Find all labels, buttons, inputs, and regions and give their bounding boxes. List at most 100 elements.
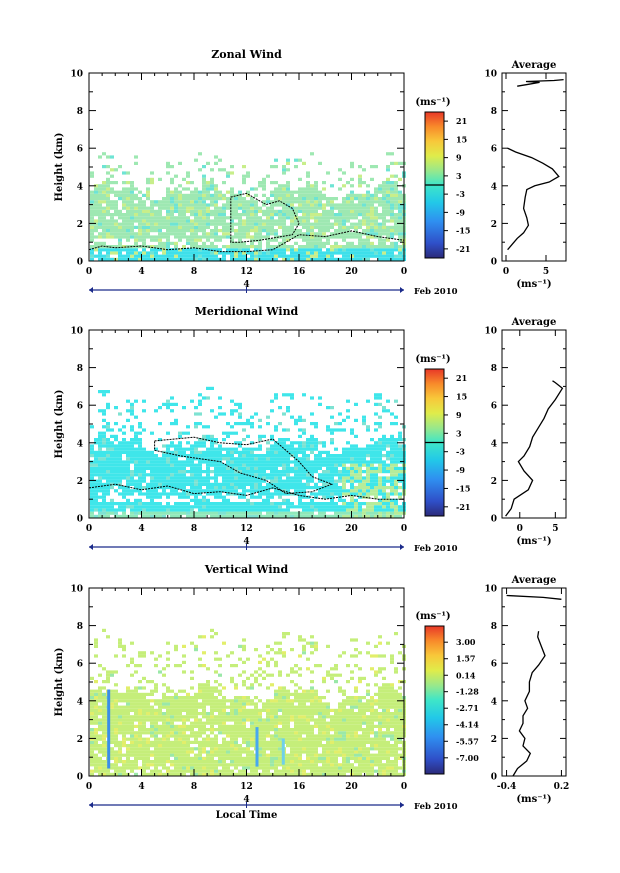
colorbar-tick-label: 9 bbox=[456, 153, 462, 163]
chart-title: Vertical Wind bbox=[204, 563, 289, 576]
avg-y-tick-label: 2 bbox=[491, 735, 497, 745]
avg-y-tick-label: 4 bbox=[491, 182, 497, 192]
avg-x-tick-label: 0.2 bbox=[554, 782, 570, 792]
avg-x-axis-label: (ms⁻¹) bbox=[516, 536, 551, 547]
date-axis-arrow-left bbox=[89, 287, 93, 293]
colorbar-tick-label: -1.28 bbox=[456, 687, 479, 697]
average-frame bbox=[501, 329, 567, 519]
date-marker: 4 bbox=[243, 795, 249, 805]
x-tick-label: 4 bbox=[138, 524, 144, 534]
colorbar-tick-label: -5.57 bbox=[456, 736, 479, 746]
colorbar-unit: (ms⁻¹) bbox=[415, 611, 450, 622]
y-tick-label: 0 bbox=[77, 773, 83, 783]
colorbar-tick-label: -21 bbox=[456, 502, 470, 512]
colorbar-tick-label: -9 bbox=[456, 207, 465, 217]
y-tick-label: 2 bbox=[77, 220, 83, 230]
x-tick-label: 12 bbox=[240, 782, 253, 792]
zero-contour-lower bbox=[88, 483, 404, 500]
chart-title: Meridional Wind bbox=[195, 305, 299, 318]
date-marker: 4 bbox=[243, 537, 249, 547]
avg-y-tick-label: 8 bbox=[491, 622, 497, 632]
x-tick-label: 0 bbox=[401, 524, 407, 534]
avg-x-tick-label: 5 bbox=[552, 524, 558, 534]
average-title: Average bbox=[511, 575, 557, 586]
colorbar-tick-label: 3.00 bbox=[456, 637, 476, 647]
heatmap-field bbox=[90, 386, 406, 518]
avg-y-tick-label: 0 bbox=[491, 258, 497, 268]
zero-contour-region bbox=[230, 192, 300, 243]
y-tick-label: 8 bbox=[77, 622, 83, 632]
average-title: Average bbox=[511, 317, 557, 328]
avg-y-tick-label: 4 bbox=[491, 697, 497, 707]
x-tick-label: 0 bbox=[401, 267, 407, 277]
date-axis-arrow-left bbox=[89, 544, 93, 550]
average-profile-upper bbox=[517, 78, 564, 87]
y-axis-label: Height (km) bbox=[54, 648, 65, 717]
average-frame bbox=[501, 72, 567, 262]
colorbar-tick-label: 15 bbox=[456, 392, 467, 402]
y-tick-label: 8 bbox=[77, 107, 83, 117]
date-label: Feb 2010 bbox=[414, 802, 458, 812]
colorbar-tick-label: 3 bbox=[456, 428, 462, 438]
heatmap-field bbox=[90, 628, 406, 776]
colorbar-tick-label: -3 bbox=[456, 447, 465, 457]
avg-x-axis-label: (ms⁻¹) bbox=[516, 279, 551, 290]
x-tick-label: 16 bbox=[293, 267, 306, 277]
y-tick-label: 6 bbox=[77, 145, 83, 155]
x-tick-label: 16 bbox=[293, 782, 306, 792]
chart-title: Zonal Wind bbox=[211, 48, 282, 61]
avg-y-tick-label: 10 bbox=[484, 327, 497, 337]
date-axis-arrow-right bbox=[400, 802, 404, 808]
updraft-streak-1 bbox=[255, 727, 259, 767]
y-tick-label: 0 bbox=[77, 515, 83, 525]
avg-x-axis-label: (ms⁻¹) bbox=[516, 794, 551, 805]
avg-y-tick-label: 10 bbox=[484, 70, 497, 80]
updraft-streak-0 bbox=[107, 689, 111, 769]
x-axis-label: Local Time bbox=[216, 810, 278, 821]
colorbar-tick-label: -15 bbox=[456, 483, 470, 493]
y-tick-label: 6 bbox=[77, 402, 83, 412]
x-tick-label: 0 bbox=[401, 782, 407, 792]
x-tick-label: 0 bbox=[86, 267, 92, 277]
avg-y-tick-label: 0 bbox=[491, 515, 497, 525]
avg-y-tick-label: 4 bbox=[491, 439, 497, 449]
x-tick-label: 8 bbox=[191, 524, 197, 534]
colorbar-tick-label: 1.57 bbox=[456, 654, 475, 664]
date-marker: 4 bbox=[243, 280, 249, 290]
y-tick-label: 4 bbox=[77, 697, 83, 707]
average-frame bbox=[501, 587, 567, 777]
avg-y-tick-label: 2 bbox=[491, 220, 497, 230]
y-tick-label: 4 bbox=[77, 439, 83, 449]
avg-y-tick-label: 6 bbox=[491, 402, 497, 412]
avg-x-tick-label: -0.4 bbox=[497, 782, 516, 792]
avg-x-tick-label: 5 bbox=[543, 267, 549, 277]
y-axis-label: Height (km) bbox=[54, 133, 65, 202]
date-label: Feb 2010 bbox=[414, 287, 458, 297]
x-tick-label: 0 bbox=[86, 782, 92, 792]
colorbar-tick-label: -2.71 bbox=[456, 703, 479, 713]
x-tick-label: 0 bbox=[86, 524, 92, 534]
colorbar-tick-label: -7.00 bbox=[456, 753, 479, 763]
x-tick-label: 16 bbox=[293, 524, 306, 534]
colorbar-tick-label: 21 bbox=[456, 116, 467, 126]
x-tick-label: 12 bbox=[240, 524, 253, 534]
colorbar-tick-label: -3 bbox=[456, 189, 465, 199]
y-tick-label: 10 bbox=[70, 585, 83, 595]
avg-y-tick-label: 0 bbox=[491, 773, 497, 783]
avg-y-tick-label: 10 bbox=[484, 585, 497, 595]
x-tick-label: 4 bbox=[138, 267, 144, 277]
heatmap-field bbox=[90, 152, 406, 261]
average-profile-upper bbox=[506, 594, 562, 600]
x-tick-label: 12 bbox=[240, 267, 253, 277]
colorbar-tick-label: 3 bbox=[456, 171, 462, 181]
y-tick-label: 0 bbox=[77, 258, 83, 268]
x-tick-label: 20 bbox=[345, 524, 358, 534]
y-axis-label: Height (km) bbox=[54, 390, 65, 459]
avg-y-tick-label: 6 bbox=[491, 660, 497, 670]
avg-x-tick-label: 0 bbox=[517, 524, 523, 534]
colorbar-tick-label: 21 bbox=[456, 373, 467, 383]
colorbar-tick-label: 9 bbox=[456, 410, 462, 420]
